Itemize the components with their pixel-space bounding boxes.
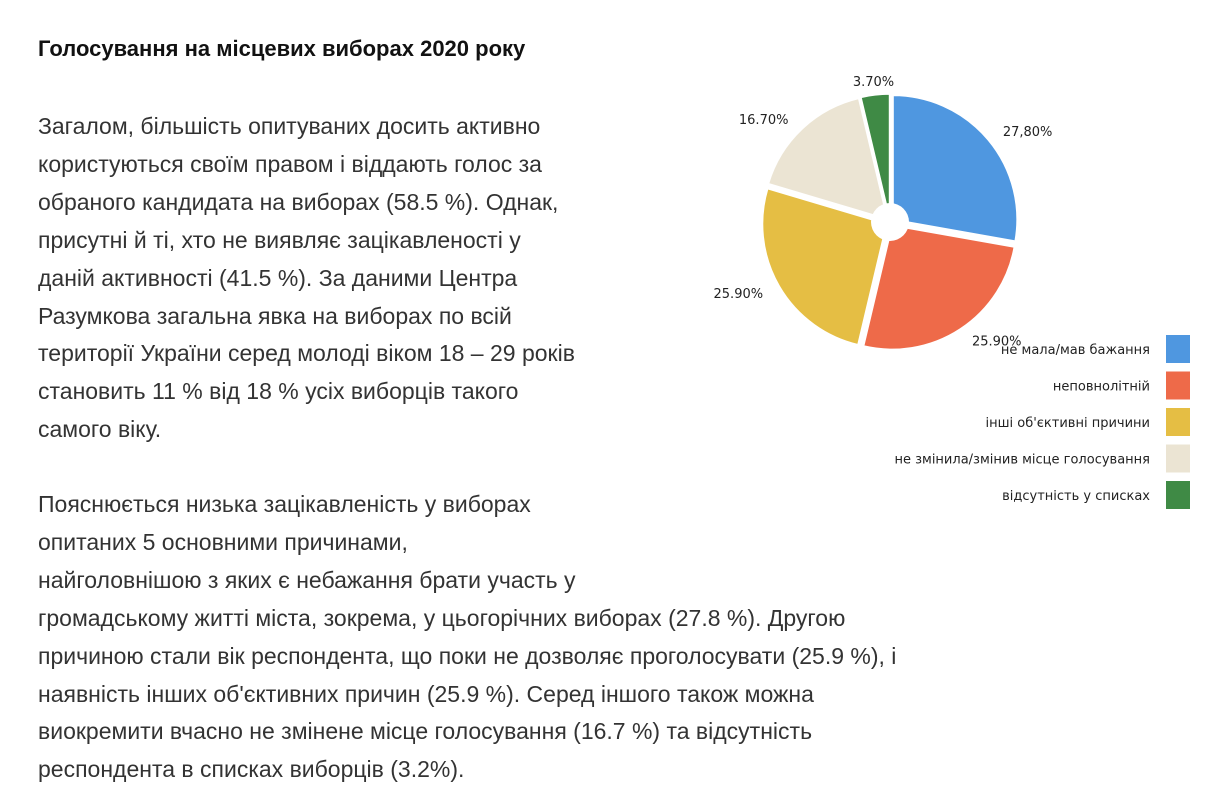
intro-paragraph-line: користуються своїм правом і віддають гол…	[38, 150, 542, 177]
reasons-paragraph-line: респондента в списках виборців (3.2%).	[38, 756, 465, 783]
legend-label: неповнолітній	[1053, 380, 1150, 395]
intro-paragraph-line: території України серед молоді віком 18 …	[38, 340, 575, 367]
intro-paragraph-line: становить 11 % від 18 % усіх виборців та…	[38, 378, 519, 405]
legend-swatch	[1166, 444, 1190, 473]
slice-value-label: 16.70%	[739, 113, 789, 128]
reasons-paragraph-line: найголовнішою з яких є небажання брати у…	[38, 566, 576, 593]
reasons-paragraph-line: громадському житті міста, зокрема, у цьо…	[38, 604, 846, 631]
pie-slice	[767, 97, 889, 221]
page-title: Голосування на місцевих виборах 2020 рок…	[38, 36, 526, 61]
legend-label: не змінила/змінив місце голосування	[894, 453, 1150, 468]
legend-label: не мала/мав бажання	[1001, 343, 1150, 358]
reasons-paragraph-line: виокремити вчасно не змінене місце голос…	[38, 718, 813, 745]
chart-legend: не мала/мав бажання неповнолітній інші об'…	[894, 335, 1190, 509]
legend-swatch	[1166, 335, 1190, 363]
pie-slice	[862, 224, 1016, 351]
intro-paragraph-line: обраного кандидата на виборах (58.5 %). …	[38, 188, 559, 215]
pie-slice	[860, 93, 891, 219]
slice-value-label: 27,80%	[1003, 125, 1053, 140]
intro-paragraph-line: присутні й ті, хто не виявляє зацікавлен…	[38, 226, 521, 253]
reasons-paragraph-line: Пояснюється низька зацікавленість у вибо…	[38, 491, 531, 517]
pie-slice	[892, 94, 1018, 243]
slice-value-label: 25.90%	[714, 287, 764, 302]
reasons-paragraph-line: причиною стали вік респондента, що поки …	[38, 642, 897, 669]
reasons-paragraph-line: наявність інших об'єктивних причин (25.9…	[38, 680, 814, 707]
intro-paragraph: Загалом, більшість опитуваних досить акт…	[38, 108, 575, 449]
intro-paragraph-line: даній активності (41.5 %). За даними Цен…	[38, 264, 518, 291]
reasons-paragraph: Пояснюється низька зацікавленість у вибо…	[38, 486, 896, 789]
intro-paragraph-line: Загалом, більшість опитуваних досить акт…	[38, 113, 541, 139]
pie-center-hole	[871, 203, 909, 241]
legend-swatch	[1166, 408, 1190, 436]
slice-value-label: 25.90%	[972, 335, 1022, 350]
pie-slices	[761, 93, 1018, 351]
legend-label: відсутність у списках	[1002, 489, 1150, 504]
pie-chart-svg: 27,80% 25.90% 25.90% 16.70% 3.70% не мала/мав…	[714, 75, 1190, 509]
pie-chart: 27,80% 25.90% 25.90% 16.70% 3.70% не мала/мав…	[700, 60, 1200, 520]
slice-value-label: 3.70%	[853, 75, 894, 90]
reasons-paragraph-line: опитаних 5 основними причинами,	[38, 528, 408, 555]
intro-paragraph-line: Разумкова загальна явка на виборах по вс…	[38, 302, 512, 329]
legend-label: інші об'єктивні причини	[986, 416, 1151, 431]
intro-paragraph-line: самого віку.	[38, 416, 162, 443]
legend-swatch	[1166, 371, 1190, 400]
legend-swatch	[1166, 481, 1190, 509]
pie-slice	[761, 187, 888, 346]
